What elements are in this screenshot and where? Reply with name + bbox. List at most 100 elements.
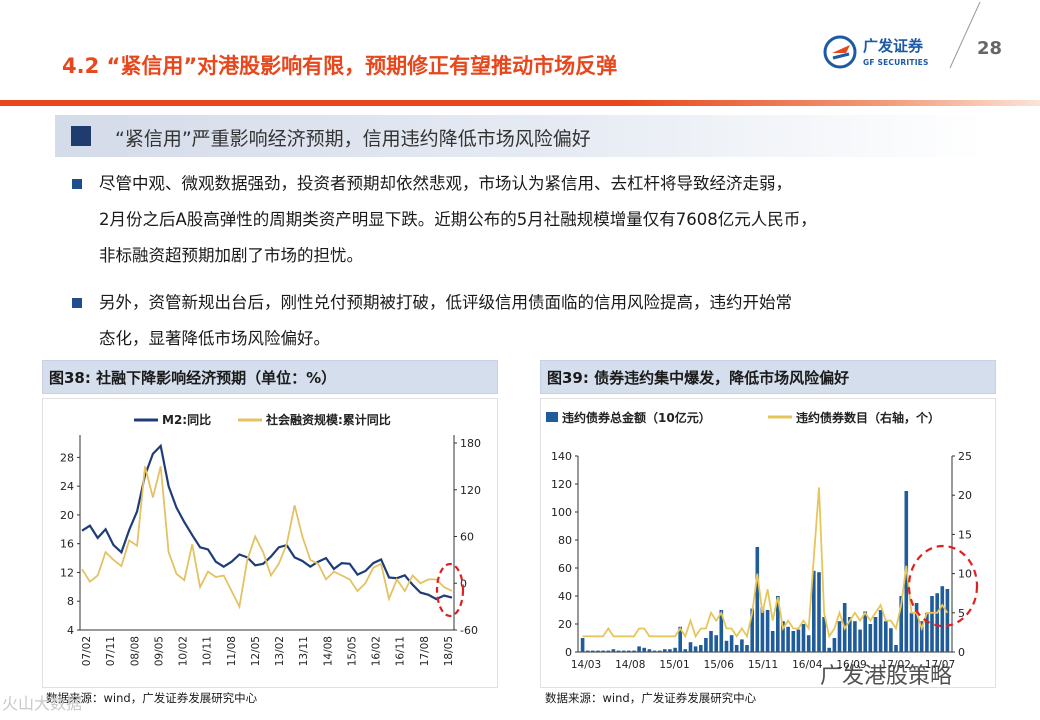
data-bar bbox=[791, 631, 796, 652]
data-bar bbox=[786, 626, 790, 652]
data-bar bbox=[796, 629, 801, 652]
data-bar bbox=[889, 628, 893, 652]
bullet-square-icon bbox=[72, 298, 82, 308]
data-bar bbox=[580, 638, 585, 652]
y-right-tick-label: 5 bbox=[958, 607, 965, 620]
x-tick-label: 15/11 bbox=[748, 659, 778, 671]
y-right-tick-label: 60 bbox=[460, 531, 474, 544]
y-left-tick-label: 20 bbox=[60, 509, 74, 522]
figure-left-source: 数据来源：wind，广发证券发展研究中心 bbox=[46, 691, 258, 705]
series-line bbox=[81, 466, 453, 610]
corner-watermark: 火山大数据 bbox=[2, 694, 83, 713]
data-bar bbox=[688, 642, 693, 652]
data-bar bbox=[693, 646, 698, 652]
data-bar bbox=[832, 638, 837, 652]
data-bar bbox=[765, 610, 770, 652]
data-bar bbox=[750, 608, 754, 652]
brand-logo: 广发证券 GF SECURITIES bbox=[823, 34, 948, 74]
data-bar bbox=[873, 617, 878, 652]
bullet-paragraph-1: 尽管中观、微观数据强劲，投资者预期却依然悲观，市场认为紧信用、去杠杆将导致经济走… bbox=[72, 166, 1012, 274]
data-bar bbox=[868, 624, 873, 652]
title-bar: 4.2 “紧信用”对港股影响有限，预期修正有望推动市场反弹 广发证券 GF SE… bbox=[0, 0, 1040, 102]
logo-emblem-icon bbox=[823, 35, 857, 69]
data-bar bbox=[863, 611, 867, 652]
data-bar bbox=[884, 621, 888, 652]
y-left-tick-label: 16 bbox=[60, 538, 74, 551]
figure-right-caption: 图39: 债券违约集中爆发，降低市场风险偏好 bbox=[540, 360, 996, 394]
logo-english-name: GF SECURITIES bbox=[863, 58, 929, 67]
data-bar bbox=[657, 650, 662, 652]
data-bar bbox=[611, 649, 616, 652]
section-banner: “紧信用”严重影响经济预期，信用违约降低市场风险偏好 bbox=[55, 115, 985, 157]
data-bar bbox=[806, 635, 811, 652]
data-bar bbox=[637, 646, 641, 652]
x-tick-label: 16/09 bbox=[836, 659, 866, 671]
section-heading: “紧信用”严重影响经济预期，信用违约降低市场风险偏好 bbox=[115, 128, 591, 150]
y-right-tick-label: 120 bbox=[460, 484, 481, 497]
legend-swatch bbox=[546, 412, 558, 422]
data-bar bbox=[817, 572, 821, 652]
x-tick-label: 15/01 bbox=[659, 659, 689, 671]
x-tick-label: 17/02 bbox=[881, 659, 911, 671]
data-bar bbox=[714, 635, 718, 652]
y-left-tick-label: 20 bbox=[558, 618, 572, 631]
x-tick-label: 16/02 bbox=[371, 636, 383, 666]
data-bar bbox=[632, 650, 636, 652]
data-bar bbox=[812, 570, 816, 652]
data-bar bbox=[914, 603, 919, 652]
y-right-tick-label: 15 bbox=[958, 528, 972, 541]
data-bar bbox=[899, 596, 903, 652]
y-left-tick-label: 8 bbox=[67, 595, 74, 608]
legend-label: M2:同比 bbox=[162, 412, 211, 427]
data-bar bbox=[621, 650, 626, 652]
x-tick-label: 14/08 bbox=[615, 659, 645, 671]
bullet-line: 2月份之后A股高弹性的周期类资产明显下跌。近期公布的5月社融规模增量仅有7608… bbox=[99, 210, 817, 229]
chart-social-financing: 4 8 12 16 20 24 28 -60 0 60 120 180 07/02 07/11 08/08 0… bbox=[42, 398, 498, 688]
x-tick-label: 18/05 bbox=[443, 636, 455, 666]
y-left-tick-label: 120 bbox=[551, 478, 572, 491]
data-bar bbox=[837, 621, 842, 652]
figure-left-caption: 图38: 社融下降影响经济预期（单位：%） bbox=[42, 360, 498, 394]
bullet-paragraph-2: 另外，资管新规出台后，刚性兑付预期被打破，低评级信用债面临的信用风险提高，违约开… bbox=[72, 285, 1012, 357]
header-rule bbox=[0, 100, 1040, 106]
y-left-tick-label: 4 bbox=[67, 624, 74, 637]
data-bar bbox=[858, 629, 862, 652]
data-bar bbox=[745, 645, 749, 652]
data-bar bbox=[678, 626, 682, 652]
data-bar bbox=[935, 593, 939, 652]
y-right-tick-label: 10 bbox=[958, 568, 972, 581]
y-left-tick-label: 12 bbox=[60, 566, 74, 579]
y-left-tick-label: 24 bbox=[60, 480, 74, 493]
data-bar bbox=[601, 650, 605, 652]
data-bar bbox=[616, 650, 621, 652]
data-bar bbox=[930, 596, 934, 652]
data-bar bbox=[627, 650, 631, 652]
chart-frame bbox=[42, 398, 498, 688]
x-tick-label: 16/04 bbox=[792, 659, 823, 671]
y-right-tick-label: 180 bbox=[460, 437, 481, 450]
section-marker-icon bbox=[71, 126, 91, 146]
data-bar bbox=[909, 612, 914, 652]
x-tick-label: 10/11 bbox=[202, 636, 214, 666]
y-right-tick-label: 0 bbox=[460, 577, 467, 590]
y-left-tick-label: 40 bbox=[558, 590, 572, 603]
bullet-line: 另外，资管新规出台后，刚性兑付预期被打破，低评级信用债面临的信用风险提高，违约开… bbox=[99, 293, 792, 312]
data-bar bbox=[591, 650, 595, 652]
x-tick-label: 08/08 bbox=[129, 636, 141, 666]
data-bar bbox=[776, 596, 780, 652]
x-tick-label: 14/08 bbox=[322, 636, 334, 666]
y-right-tick-label: 25 bbox=[958, 450, 972, 463]
x-tick-label: 11/08 bbox=[226, 636, 238, 666]
data-bar bbox=[940, 586, 945, 652]
data-bar bbox=[699, 645, 703, 652]
legend-label: 违约债券总金额（10亿元） bbox=[562, 410, 711, 425]
data-bar bbox=[673, 647, 677, 652]
data-bar bbox=[760, 607, 765, 652]
data-bar bbox=[848, 617, 852, 652]
data-bar bbox=[585, 650, 590, 652]
y-left-tick-label: 0 bbox=[565, 646, 572, 659]
y-right-tick-label: 0 bbox=[958, 646, 965, 659]
x-tick-label: 12/05 bbox=[250, 636, 262, 666]
y-left-tick-label: 80 bbox=[558, 534, 572, 547]
data-bar bbox=[925, 612, 929, 652]
